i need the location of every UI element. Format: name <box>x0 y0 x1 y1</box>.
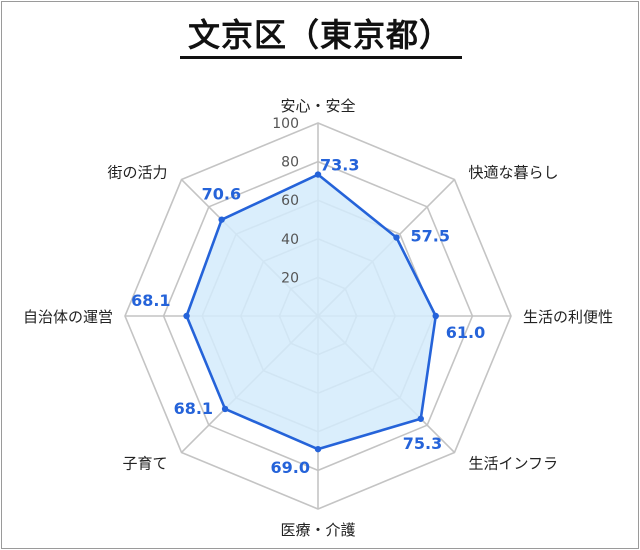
value-label: 57.5 <box>410 227 449 246</box>
data-point <box>314 445 322 453</box>
axis-label: 快適な暮らし <box>468 164 558 182</box>
tick-label: 20 <box>281 270 299 286</box>
value-label: 68.1 <box>174 399 213 418</box>
axis-label: 子育て <box>123 454 168 472</box>
value-label: 61.0 <box>446 323 485 342</box>
axis-label: 自治体の運営 <box>23 308 113 326</box>
value-label: 75.3 <box>403 434 442 453</box>
value-label: 68.1 <box>131 291 170 310</box>
data-point <box>432 312 439 320</box>
tick-label: 80 <box>281 155 299 171</box>
radar-series <box>183 171 439 453</box>
axis-label: 街の活力 <box>108 164 168 182</box>
data-point <box>417 415 424 422</box>
tick-label: 100 <box>272 116 299 132</box>
data-point <box>218 216 225 223</box>
tick-label: 40 <box>281 232 299 248</box>
axis-label: 生活インフラ <box>468 454 558 472</box>
value-label: 73.3 <box>320 156 359 175</box>
data-point <box>314 171 322 178</box>
chart-title: 文京区（東京都） <box>187 16 452 54</box>
radar-tick-labels: 20 40 60 80 100 <box>272 116 299 286</box>
title-underline <box>180 56 462 59</box>
data-point <box>221 405 229 413</box>
axis-label: 生活の利便性 <box>523 308 613 326</box>
tick-label: 60 <box>281 193 299 209</box>
axis-label: 安心・安全 <box>280 97 355 115</box>
value-label: 70.6 <box>202 185 241 204</box>
axis-label: 医療・介護 <box>280 521 355 539</box>
value-label: 69.0 <box>271 458 310 477</box>
data-point <box>183 312 190 320</box>
data-point <box>393 234 400 241</box>
radar-value-labels: 73.3 57.5 61.0 75.3 69.0 68.1 68.1 70.6 <box>131 156 485 478</box>
